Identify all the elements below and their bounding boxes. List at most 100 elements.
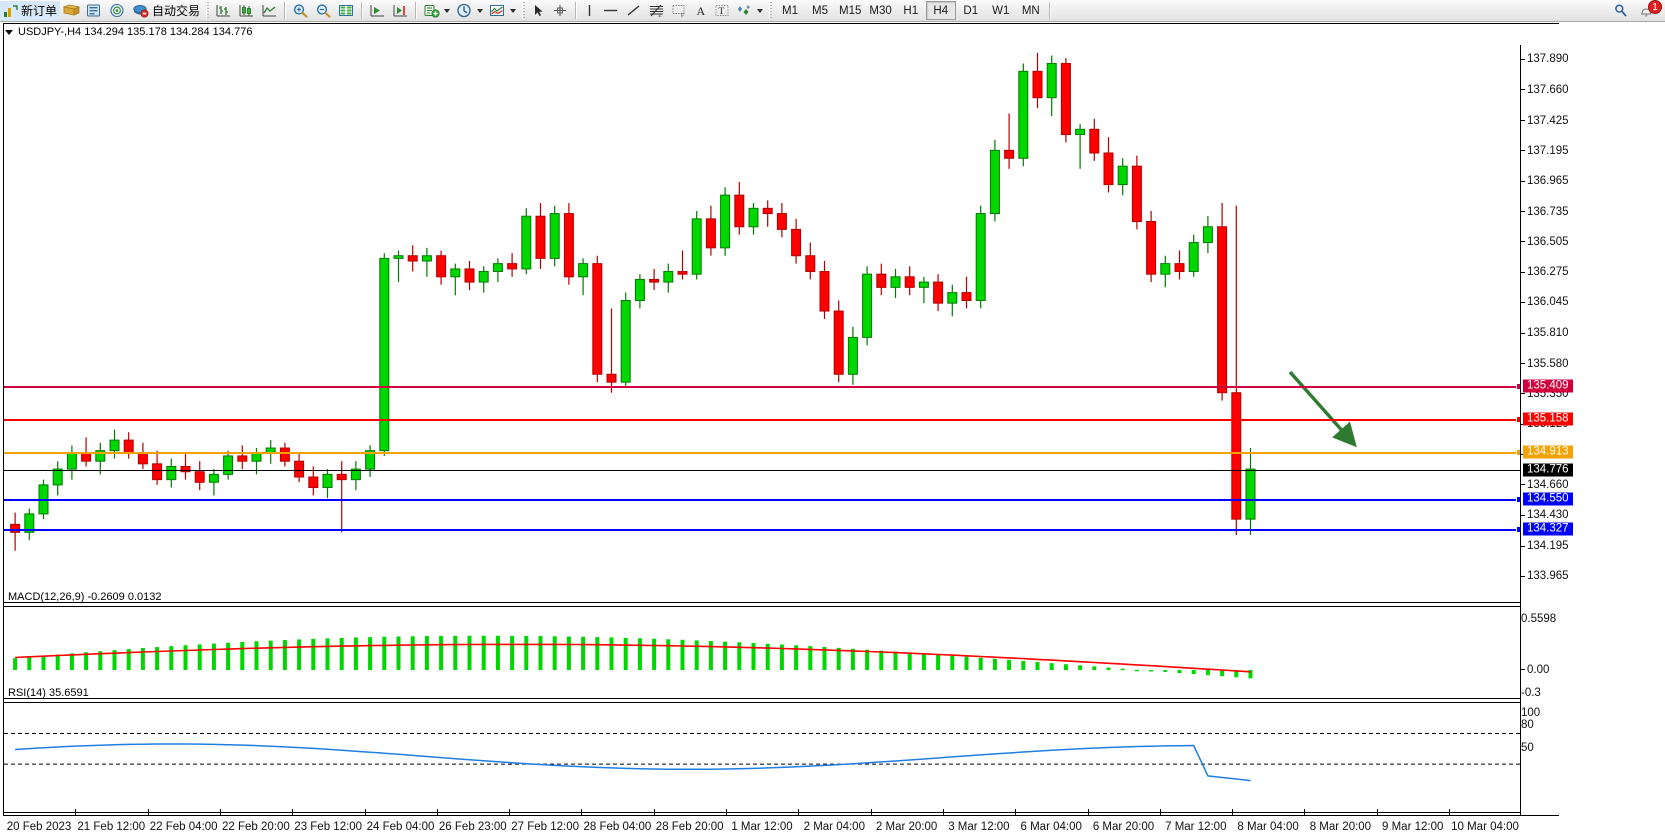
macd-histogram-bar bbox=[581, 636, 586, 670]
auto-trading-icon bbox=[132, 3, 149, 18]
timeframe-m5[interactable]: M5 bbox=[812, 4, 829, 17]
zoom-in-button[interactable] bbox=[289, 1, 312, 21]
price-level-label[interactable]: 134.327 bbox=[1523, 522, 1573, 536]
macd-histogram-bar bbox=[893, 651, 898, 670]
candle bbox=[194, 461, 205, 491]
candle bbox=[137, 442, 148, 470]
add-indicator-button[interactable] bbox=[420, 1, 453, 21]
chart-menu-icon[interactable] bbox=[5, 29, 13, 35]
time-axis[interactable]: 20 Feb 2023 21 Feb 12:00 22 Feb 04:00 22 Fe… bbox=[3, 809, 1559, 837]
price-level-label[interactable]: 134.776 bbox=[1523, 463, 1573, 477]
rsi-indicator-label: RSI(14) 35.6591 bbox=[8, 687, 89, 699]
add-indicator-dropdown-icon[interactable] bbox=[444, 8, 451, 13]
macd-histogram-bar bbox=[69, 653, 74, 670]
timeframe-m15[interactable]: M15 bbox=[839, 4, 862, 17]
macd-histogram-bar bbox=[836, 647, 841, 670]
macd-histogram-bar bbox=[467, 635, 472, 670]
alert-bell-button[interactable]: 1 bbox=[1635, 0, 1662, 21]
shift-end-button[interactable] bbox=[389, 1, 412, 21]
line-chart-button[interactable] bbox=[258, 1, 281, 21]
timeframe-w1[interactable]: W1 bbox=[992, 4, 1010, 17]
trendline-button[interactable] bbox=[622, 1, 645, 21]
new-order-button[interactable]: 新订单 bbox=[0, 0, 61, 21]
folder-button[interactable] bbox=[60, 1, 83, 21]
timeframe-h1[interactable]: H1 bbox=[903, 4, 919, 17]
candle bbox=[933, 274, 944, 312]
crosshair-button[interactable] bbox=[549, 1, 572, 21]
price-level-label[interactable]: 135.409 bbox=[1523, 379, 1573, 393]
macd-histogram-bar bbox=[1134, 669, 1139, 672]
toolbar-grip-2[interactable] bbox=[522, 2, 526, 19]
macd-histogram-bar bbox=[708, 640, 713, 670]
timeframe-m1[interactable]: M1 bbox=[782, 4, 799, 17]
candle bbox=[904, 266, 915, 296]
zoom-out-button[interactable] bbox=[312, 1, 335, 21]
templates-dropdown-icon[interactable] bbox=[510, 8, 517, 13]
channel-button[interactable]: F bbox=[668, 1, 691, 21]
candle bbox=[1075, 124, 1086, 169]
period-dropdown-icon[interactable] bbox=[477, 8, 484, 13]
toolbar-grip-3[interactable] bbox=[769, 2, 773, 19]
macd-histogram-bar bbox=[566, 636, 571, 670]
vertical-line-button[interactable] bbox=[580, 1, 599, 21]
candle bbox=[720, 187, 731, 256]
time-tick-label: 22 Feb 04:00 bbox=[149, 821, 218, 833]
macd-histogram-bar bbox=[1205, 670, 1210, 676]
timeframe-m30[interactable]: M30 bbox=[869, 4, 892, 17]
time-tick-separator bbox=[1087, 809, 1089, 816]
price-level-label[interactable]: 134.913 bbox=[1523, 445, 1573, 459]
horizontal-line-button[interactable] bbox=[599, 1, 622, 21]
timeframe-d1[interactable]: D1 bbox=[963, 4, 979, 17]
macd-histogram-bar bbox=[1106, 667, 1111, 670]
toolbar-grip-1[interactable] bbox=[206, 2, 210, 19]
timeframe-mn[interactable]: MN bbox=[1021, 4, 1040, 17]
candle bbox=[336, 461, 347, 533]
shapes-button[interactable] bbox=[733, 1, 766, 21]
time-tick-separator bbox=[1304, 809, 1306, 816]
time-tick-label: 28 Feb 04:00 bbox=[583, 821, 652, 833]
rsi-axis-tick: 100 bbox=[1521, 707, 1541, 719]
macd-histogram-bar bbox=[751, 643, 756, 670]
fibonacci-button[interactable]: E bbox=[645, 1, 668, 21]
chart-area[interactable]: USDJPY-,H4 134.294 135.178 134.284 134.7… bbox=[0, 22, 1665, 838]
macd-histogram-bar bbox=[382, 636, 387, 670]
price-tick: 135.580 bbox=[1521, 358, 1569, 370]
time-tick-label: 2 Mar 20:00 bbox=[875, 821, 938, 833]
candlestick-button[interactable] bbox=[235, 1, 258, 21]
macd-axis-tick: 0.00 bbox=[1521, 664, 1549, 676]
shift-start-button[interactable] bbox=[366, 1, 389, 21]
templates-button[interactable] bbox=[486, 1, 519, 21]
candle bbox=[578, 258, 589, 296]
candle bbox=[762, 200, 773, 227]
shapes-dropdown-icon[interactable] bbox=[757, 8, 764, 13]
time-tick-label: 28 Feb 20:00 bbox=[655, 821, 724, 833]
macd-histogram-bar bbox=[112, 650, 117, 670]
candle bbox=[1117, 158, 1128, 196]
candlestick-icon bbox=[238, 3, 255, 18]
candle bbox=[478, 266, 489, 293]
macd-histogram-bar bbox=[254, 641, 259, 670]
price-level-label[interactable]: 135.158 bbox=[1523, 412, 1573, 426]
price-scale[interactable]: 137.890 137.660 137.425 137.195 136.965 136.7… bbox=[1521, 45, 1665, 815]
time-tick-label: 21 Feb 12:00 bbox=[77, 821, 146, 833]
time-tick-separator bbox=[726, 809, 727, 816]
symbol-ohlc-text: USDJPY-,H4 134.294 135.178 134.284 134.7… bbox=[18, 26, 253, 38]
search-button[interactable] bbox=[1610, 1, 1631, 21]
data-window-button[interactable] bbox=[83, 1, 106, 21]
period-button[interactable] bbox=[453, 1, 486, 21]
time-tick-separator bbox=[653, 809, 655, 816]
auto-trading-button[interactable]: 自动交易 bbox=[129, 1, 203, 21]
text-button[interactable]: A bbox=[691, 1, 711, 21]
signals-button[interactable] bbox=[106, 1, 129, 21]
macd-histogram-bar bbox=[27, 656, 32, 670]
timeframe-h4[interactable]: H4 bbox=[925, 1, 956, 20]
cursor-button[interactable] bbox=[528, 1, 549, 21]
label-icon: T bbox=[714, 3, 730, 18]
label-button[interactable]: T bbox=[711, 1, 733, 21]
templates-icon bbox=[489, 3, 506, 18]
data-grid-button[interactable] bbox=[335, 1, 358, 21]
price-level-label[interactable]: 134.550 bbox=[1523, 492, 1573, 506]
bar-chart-button[interactable] bbox=[212, 1, 235, 21]
macd-histogram-bar bbox=[297, 639, 302, 670]
candle bbox=[819, 261, 830, 319]
